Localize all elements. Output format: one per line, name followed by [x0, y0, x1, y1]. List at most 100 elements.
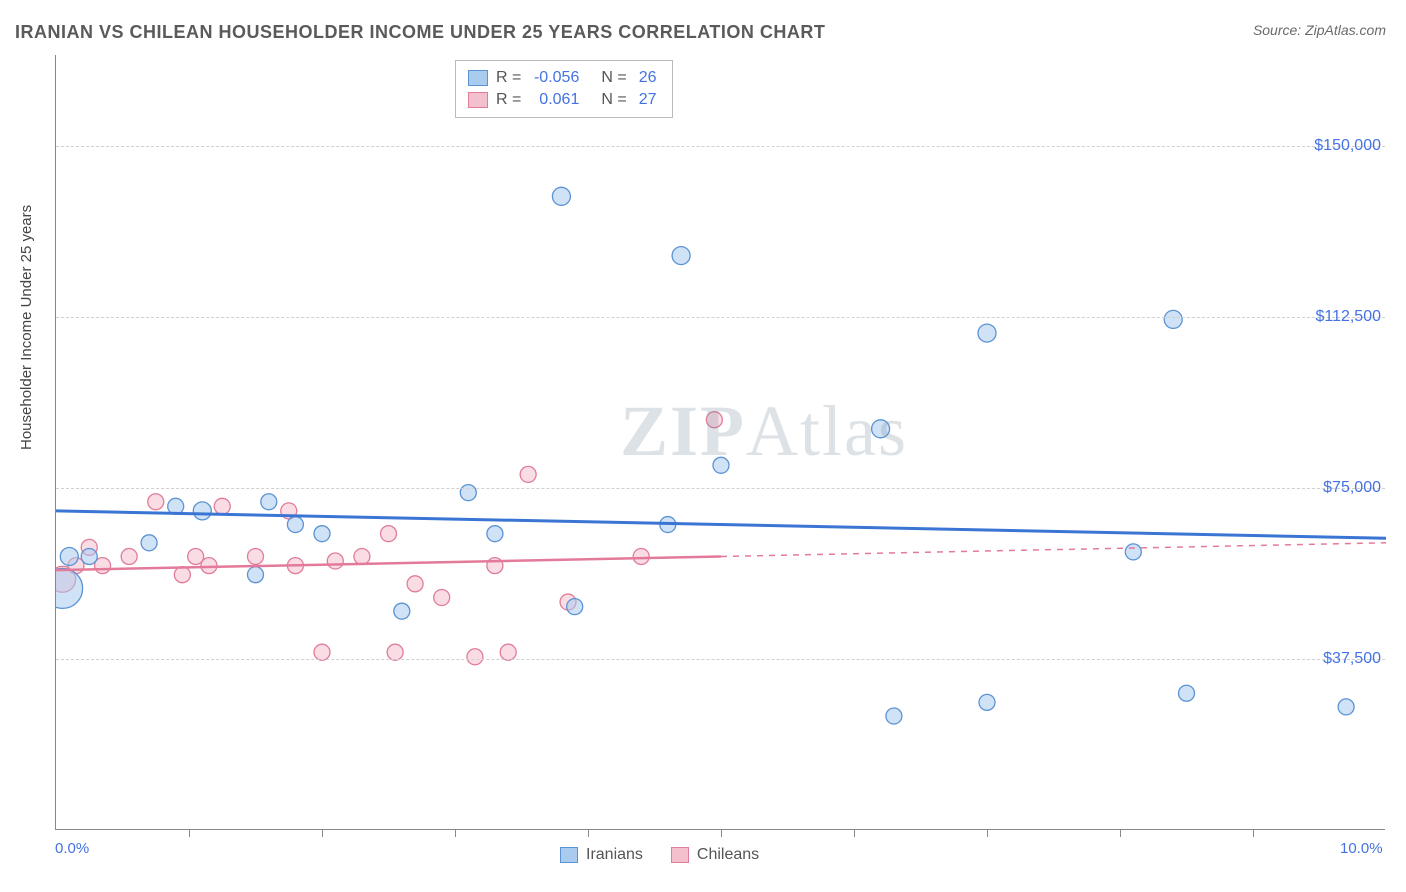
stats-r-value: 0.061 — [529, 91, 583, 109]
iranian-point — [394, 603, 410, 619]
iranian-point — [487, 526, 503, 542]
chilean-point — [121, 548, 137, 564]
iranian-point — [1179, 685, 1195, 701]
chilean-trend-line — [56, 556, 721, 570]
x-tick-mark — [455, 829, 456, 837]
iranian-point — [872, 420, 890, 438]
chilean-point — [434, 590, 450, 606]
stats-n-label: N = — [601, 69, 626, 87]
x-tick-mark — [322, 829, 323, 837]
x-tick-mark — [721, 829, 722, 837]
chilean-point — [520, 466, 536, 482]
legend-label: Iranians — [586, 846, 643, 864]
x-tick-mark — [1253, 829, 1254, 837]
chilean-point — [281, 503, 297, 519]
x-tick-label: 10.0% — [1340, 840, 1383, 857]
stats-n-value: 27 — [635, 91, 661, 109]
legend-swatch — [560, 847, 578, 863]
iranian-point — [60, 547, 78, 565]
x-tick-mark — [588, 829, 589, 837]
x-tick-label: 0.0% — [55, 840, 89, 857]
chilean-point — [95, 558, 111, 574]
chilean-point — [706, 412, 722, 428]
stats-swatch — [468, 70, 488, 86]
iranian-point — [81, 548, 97, 564]
chilean-trend-extension — [721, 543, 1386, 557]
chilean-point — [314, 644, 330, 660]
iranian-point — [56, 568, 83, 608]
chilean-point — [354, 548, 370, 564]
iranian-point — [567, 599, 583, 615]
iranian-point — [460, 485, 476, 501]
iranian-point — [141, 535, 157, 551]
stats-r-label: R = — [496, 91, 521, 109]
plot-area — [55, 55, 1385, 830]
chart-title: IRANIAN VS CHILEAN HOUSEHOLDER INCOME UN… — [15, 22, 825, 43]
chilean-point — [487, 558, 503, 574]
chilean-point — [248, 548, 264, 564]
chilean-point — [68, 558, 84, 574]
gridline — [56, 659, 1385, 660]
iranian-point — [978, 324, 996, 342]
chilean-point — [148, 494, 164, 510]
iranian-point — [552, 187, 570, 205]
iranian-point — [979, 694, 995, 710]
x-tick-mark — [854, 829, 855, 837]
stats-row: R = -0.056 N = 26 — [468, 67, 660, 89]
iranian-point — [248, 567, 264, 583]
chilean-point — [188, 548, 204, 564]
y-tick-label: $150,000 — [1314, 137, 1381, 155]
chilean-point — [407, 576, 423, 592]
chilean-point — [387, 644, 403, 660]
chilean-point — [56, 566, 76, 592]
iranian-point — [261, 494, 277, 510]
iranian-point — [713, 457, 729, 473]
iranian-point — [886, 708, 902, 724]
iranian-trend-line — [56, 511, 1386, 538]
gridline — [56, 146, 1385, 147]
gridline — [56, 317, 1385, 318]
stats-n-label: N = — [601, 91, 626, 109]
y-axis-label: Householder Income Under 25 years — [18, 205, 35, 450]
source-attribution: Source: ZipAtlas.com — [1253, 22, 1386, 38]
legend-item: Iranians — [560, 846, 643, 864]
iranian-point — [287, 517, 303, 533]
chilean-point — [633, 548, 649, 564]
chilean-point — [287, 558, 303, 574]
stats-row: R = 0.061 N = 27 — [468, 89, 660, 111]
y-tick-label: $75,000 — [1323, 479, 1381, 497]
chilean-point — [381, 526, 397, 542]
chilean-point — [81, 539, 97, 555]
iranian-point — [1125, 544, 1141, 560]
chilean-point — [214, 498, 230, 514]
chilean-point — [201, 558, 217, 574]
iranian-point — [1164, 310, 1182, 328]
y-tick-label: $37,500 — [1323, 650, 1381, 668]
stats-n-value: 26 — [635, 69, 661, 87]
iranian-point — [1338, 699, 1354, 715]
iranian-point — [168, 498, 184, 514]
iranian-point — [314, 526, 330, 542]
chilean-point — [500, 644, 516, 660]
y-tick-label: $112,500 — [1315, 308, 1381, 326]
chart-svg — [56, 55, 1386, 830]
gridline — [56, 488, 1385, 489]
iranian-point — [672, 247, 690, 265]
series-legend: Iranians Chileans — [560, 846, 759, 864]
chilean-point — [327, 553, 343, 569]
stats-r-label: R = — [496, 69, 521, 87]
x-tick-mark — [1120, 829, 1121, 837]
legend-label: Chileans — [697, 846, 759, 864]
legend-item: Chileans — [671, 846, 759, 864]
iranian-point — [660, 517, 676, 533]
chilean-point — [560, 594, 576, 610]
x-tick-mark — [189, 829, 190, 837]
stats-r-value: -0.056 — [529, 69, 583, 87]
stats-legend-box: R = -0.056 N = 26 R = 0.061 N = 27 — [455, 60, 673, 118]
iranian-point — [193, 502, 211, 520]
chart-container: IRANIAN VS CHILEAN HOUSEHOLDER INCOME UN… — [0, 0, 1406, 892]
x-tick-mark — [987, 829, 988, 837]
stats-swatch — [468, 92, 488, 108]
chilean-point — [467, 649, 483, 665]
chilean-point — [174, 567, 190, 583]
